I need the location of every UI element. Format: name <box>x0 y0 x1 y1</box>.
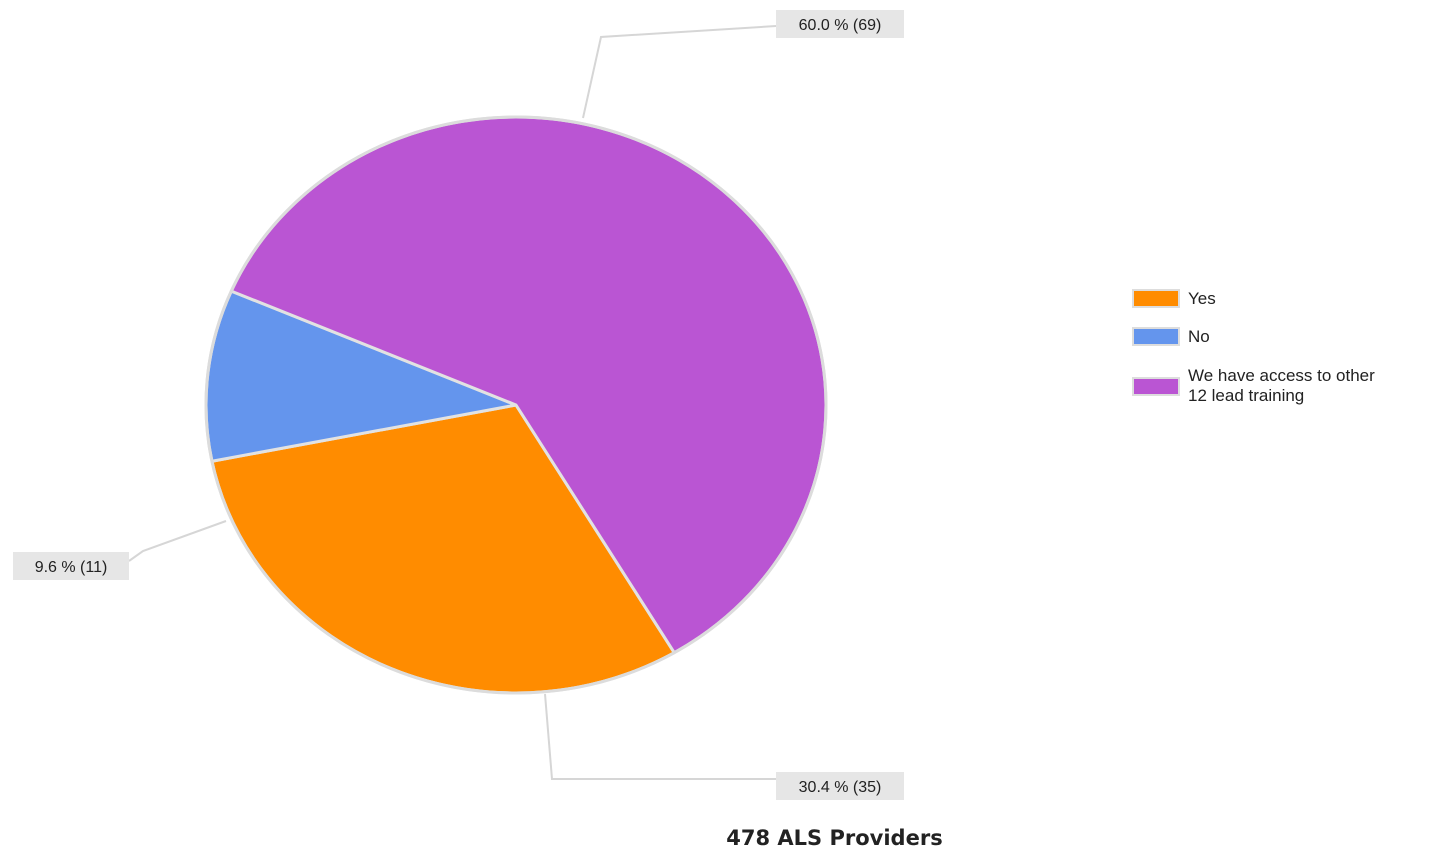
data-label-text: 9.6 % (11) <box>35 559 108 576</box>
leader-line <box>544 693 776 780</box>
legend-swatch <box>1132 327 1180 346</box>
data-label: 30.4 % (35) <box>776 772 904 800</box>
leader-line <box>128 520 227 562</box>
legend-label: 12 lead training <box>1188 386 1304 405</box>
legend-label: No <box>1188 327 1210 346</box>
chart-caption: 478 ALS Providers <box>726 826 943 850</box>
legend-label: Yes <box>1188 289 1216 308</box>
data-label-box <box>13 552 129 580</box>
data-label-box <box>776 772 904 800</box>
data-label-text: 60.0 % (69) <box>799 17 882 34</box>
legend-swatch <box>1132 377 1180 396</box>
leader-line <box>582 25 777 119</box>
data-label: 9.6 % (11) <box>13 552 129 580</box>
pie-outline <box>204 115 828 695</box>
legend-swatch <box>1132 289 1180 308</box>
legend-label: We have access to other <box>1188 366 1375 385</box>
data-label-text: 30.4 % (35) <box>799 779 882 796</box>
data-label: 60.0 % (69) <box>776 10 904 38</box>
data-label-box <box>776 10 904 38</box>
